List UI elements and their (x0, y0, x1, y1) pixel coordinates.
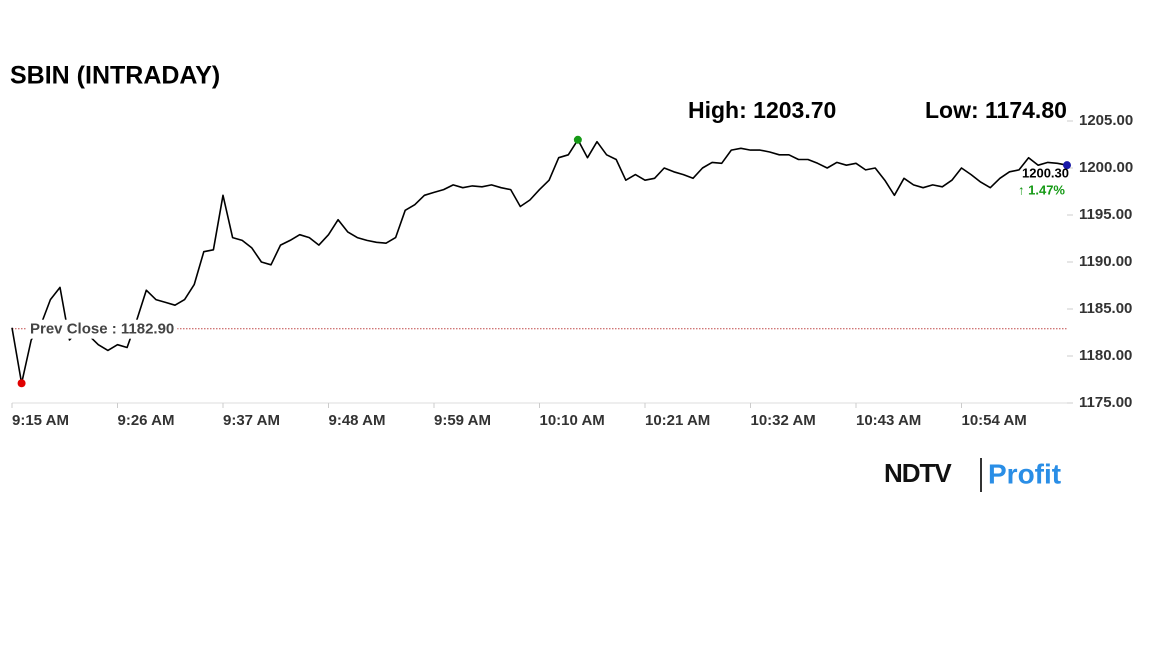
logo-ndtv: NDTV (884, 458, 952, 488)
low-label: Low: 1174.80 (925, 97, 1067, 123)
prev-close-label-bg (27, 319, 178, 339)
y-tick-label: 1175.00 (1079, 394, 1132, 411)
x-tick-label: 10:43 AM (856, 412, 921, 429)
high-label: High: 1203.70 (688, 97, 836, 123)
x-tick-label: 10:21 AM (645, 412, 710, 429)
y-tick-label: 1195.00 (1079, 206, 1132, 223)
change-label: ↑ 1.47% (1018, 183, 1065, 198)
logo-profit: Profit (988, 458, 1061, 489)
x-tick-label: 10:32 AM (751, 412, 816, 429)
x-tick-label: 10:54 AM (962, 412, 1027, 429)
last-marker (1063, 161, 1071, 170)
low-marker (17, 379, 26, 388)
y-tick-label: 1200.00 (1079, 159, 1133, 176)
y-tick-label: 1180.00 (1079, 347, 1132, 364)
x-tick-label: 10:10 AM (540, 412, 605, 429)
x-tick-label: 9:37 AM (223, 412, 280, 429)
x-tick-label: 9:26 AM (118, 412, 175, 429)
price-line (11, 139, 1068, 385)
y-tick-label: 1190.00 (1079, 253, 1132, 270)
chart-title: SBIN (INTRADAY) (10, 62, 220, 90)
x-tick-label: 9:15 AM (12, 412, 69, 429)
high-marker (573, 135, 582, 144)
x-tick-label: 9:48 AM (329, 412, 386, 429)
y-tick-label: 1185.00 (1079, 300, 1132, 317)
x-tick-label: 9:59 AM (434, 412, 491, 429)
prev-close-label: Prev Close : 1182.90 (30, 321, 174, 338)
y-tick-label: 1205.00 (1079, 112, 1133, 129)
last-price-label: 1200.30 (1022, 166, 1069, 181)
